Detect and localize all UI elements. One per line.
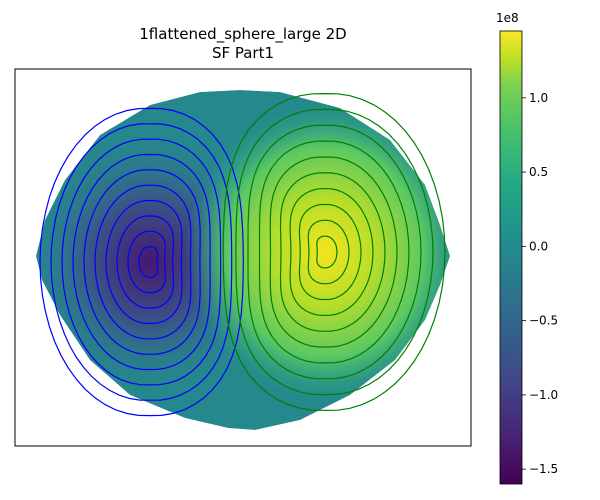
contour-line — [258, 140, 410, 364]
colorbar-tick-label: 1.0 — [529, 91, 548, 105]
contour-line — [279, 172, 386, 332]
contour-line — [289, 187, 374, 317]
contour-line — [83, 169, 201, 355]
contour-line — [116, 215, 175, 309]
contour-line — [61, 138, 222, 386]
contour-line — [94, 184, 192, 340]
chart-subtitle: SF Part1 — [212, 44, 274, 62]
colorbar-tick-label: 0.5 — [529, 165, 548, 179]
contour-line — [235, 108, 434, 396]
contour-line — [39, 107, 244, 417]
colorbar-tick-label: −0.5 — [529, 314, 558, 328]
contour-line — [127, 230, 166, 294]
maximum-region — [185, 102, 450, 402]
colorbar-tick-label: 0.0 — [529, 239, 548, 253]
colorbar-ticks: 1.0 0.5 0.0 −0.5 −1.0 −1.5 — [522, 91, 558, 476]
colorbar-exponent-label: 1e8 — [496, 11, 519, 25]
contours-maximum — [222, 92, 446, 412]
colorbar-tick-label: −1.5 — [529, 462, 558, 476]
contour-line — [72, 153, 211, 371]
contour-line — [307, 219, 350, 285]
contours-minimum — [39, 107, 244, 417]
contour-line — [105, 200, 183, 324]
contour-line — [247, 124, 422, 380]
colorbar-tick-label: −1.0 — [529, 388, 558, 402]
colorbar-gradient — [499, 30, 523, 485]
contour-line — [298, 203, 362, 301]
contour-line — [138, 245, 159, 279]
contour-line — [269, 156, 398, 348]
contour-line — [50, 123, 233, 401]
colorbar: 1e8 1.0 0.5 0.0 −0.5 −1.0 −1.5 — [496, 11, 558, 485]
chart-title: 1flattened_sphere_large 2D — [139, 25, 346, 44]
contour-line — [222, 92, 446, 412]
contour-line — [316, 235, 338, 269]
